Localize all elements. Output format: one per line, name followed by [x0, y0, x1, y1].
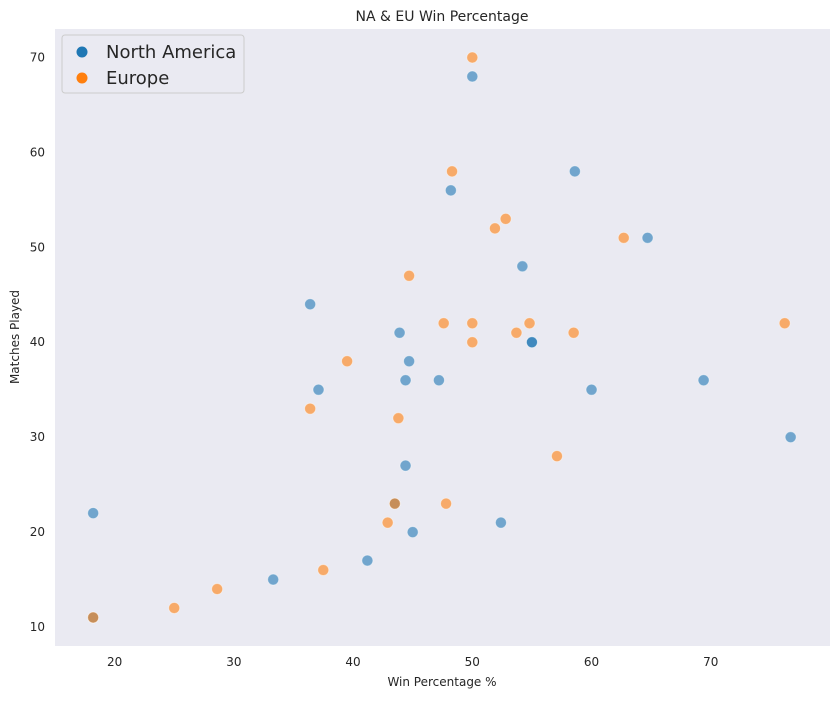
data-point [87, 507, 100, 520]
data-point [87, 611, 100, 624]
data-point [312, 383, 325, 396]
plot-area [55, 29, 830, 646]
data-point [211, 583, 224, 595]
data-point [403, 355, 416, 368]
legend-label: Europe [106, 68, 169, 89]
data-point [168, 602, 181, 614]
legend-marker [76, 72, 88, 84]
x-tick-label: 60 [584, 655, 599, 669]
x-axis-label: Win Percentage % [387, 675, 496, 689]
data-point [433, 374, 445, 387]
data-point [317, 564, 330, 576]
x-tick-label: 30 [226, 655, 241, 669]
data-point [466, 51, 479, 64]
data-point [585, 383, 598, 396]
y-axis-ticks: 10 20 30 40 50 60 70 [30, 50, 45, 634]
y-tick-label: 60 [30, 145, 45, 159]
x-tick-label: 40 [345, 655, 360, 669]
data-point [778, 317, 791, 330]
data-point [466, 317, 479, 330]
legend-label: North America [106, 42, 236, 63]
data-point [523, 317, 536, 330]
x-axis-ticks: 20 30 40 50 60 70 [107, 655, 718, 669]
data-point [499, 212, 512, 225]
x-tick-label: 50 [465, 655, 480, 669]
data-point [551, 450, 563, 463]
legend-box [61, 34, 245, 94]
legend-marker [76, 46, 88, 58]
data-point [568, 165, 581, 178]
data-point [388, 497, 401, 510]
x-tick-label: 70 [703, 655, 718, 669]
data-point [784, 431, 797, 444]
data-point [393, 326, 406, 339]
data-point [489, 222, 501, 235]
data-point [267, 573, 280, 586]
data-point [526, 336, 538, 349]
y-tick-label: 20 [30, 525, 45, 539]
data-point [510, 326, 523, 339]
data-point [617, 231, 630, 244]
data-point [361, 554, 374, 567]
y-tick-label: 30 [30, 430, 45, 444]
data-point [440, 497, 452, 510]
data-points [87, 51, 797, 624]
data-point [567, 326, 580, 339]
data-point [444, 184, 457, 197]
data-point [304, 402, 317, 415]
data-point [392, 412, 405, 425]
y-tick-label: 50 [30, 240, 45, 254]
data-point [381, 516, 394, 529]
data-point [641, 231, 654, 244]
data-point [406, 526, 419, 538]
data-point [516, 260, 529, 273]
data-point [437, 317, 450, 330]
data-point [304, 298, 317, 311]
data-point [399, 459, 412, 472]
legend: North America Europe [61, 34, 245, 94]
data-point [341, 355, 354, 368]
x-tick-label: 20 [107, 655, 122, 669]
data-point [466, 336, 479, 349]
data-point [446, 165, 458, 178]
y-tick-label: 40 [30, 335, 45, 349]
y-tick-label: 10 [30, 620, 45, 634]
data-point [466, 70, 479, 83]
data-point [399, 374, 412, 387]
y-tick-label: 70 [30, 50, 45, 64]
data-point [495, 516, 507, 529]
data-point [403, 269, 416, 282]
chart-title: NA & EU Win Percentage [356, 9, 529, 25]
data-point [697, 374, 710, 387]
y-axis-label: Matches Played [8, 290, 22, 384]
